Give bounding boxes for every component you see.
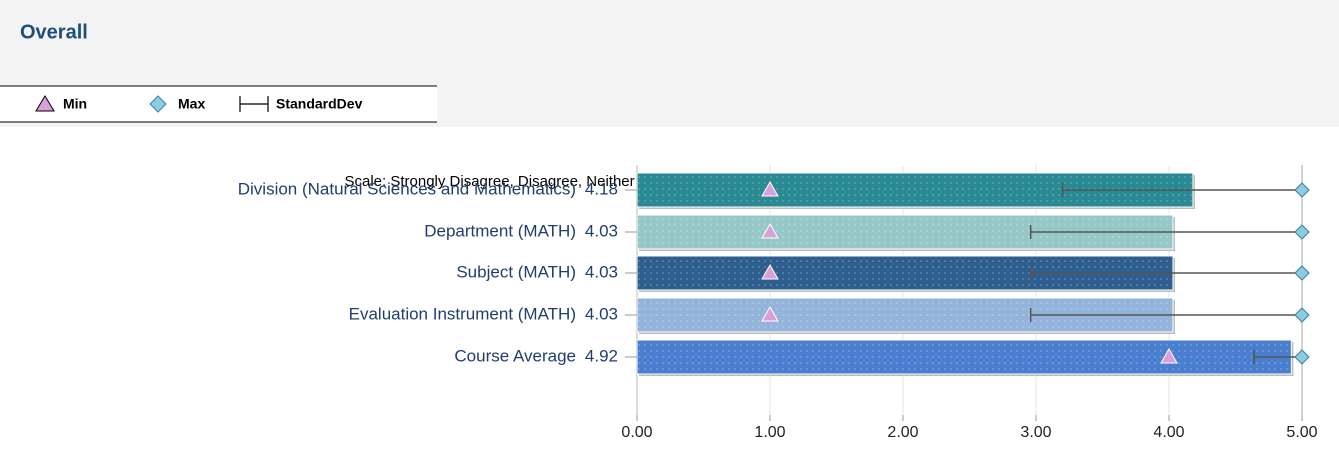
min-marker <box>1160 347 1178 364</box>
std-dev-bar <box>1253 350 1303 364</box>
category-label: Division (Natural Sciences and Mathemati… <box>238 179 576 198</box>
std-dev-bar <box>1029 308 1303 322</box>
x-tick-label: 0.00 <box>621 424 652 441</box>
x-tick-label: 1.00 <box>754 424 785 441</box>
legend-swatch <box>149 95 167 113</box>
legend-swatch <box>239 96 269 112</box>
category-label: Department (MATH) <box>424 221 576 240</box>
category-label: Subject (MATH) <box>456 262 576 281</box>
value-label: 4.18 <box>585 179 618 198</box>
max-marker <box>1294 349 1310 365</box>
legend: Min Max StandardDev <box>35 95 363 113</box>
std-dev-bar <box>1029 266 1303 280</box>
min-marker <box>761 180 779 197</box>
legend-label: Max <box>178 96 205 112</box>
plot <box>637 172 1303 376</box>
max-marker <box>1294 182 1310 198</box>
value-label: 4.92 <box>585 346 618 365</box>
bar-texture <box>637 340 1292 374</box>
max-marker <box>1294 265 1310 281</box>
min-marker <box>761 222 779 239</box>
std-dev-bar <box>1061 183 1303 197</box>
std-dev-bar <box>1029 225 1303 239</box>
x-tick-label: 2.00 <box>887 424 918 441</box>
x-tick-label: 5.00 <box>1286 424 1317 441</box>
category-label: Course Average <box>454 346 576 365</box>
x-tick-label: 3.00 <box>1020 424 1051 441</box>
value-label: 4.03 <box>585 262 618 281</box>
min-marker <box>761 263 779 280</box>
value-label: 4.03 <box>585 221 618 240</box>
category-label: Evaluation Instrument (MATH) <box>349 304 576 323</box>
value-label: 4.03 <box>585 304 618 323</box>
min-marker <box>761 305 779 322</box>
legend-label: Min <box>63 96 87 112</box>
chart-title: Overall <box>20 21 88 43</box>
legend-label: StandardDev <box>276 96 363 112</box>
legend-box <box>0 86 437 122</box>
max-marker <box>1294 307 1310 323</box>
max-marker <box>1294 224 1310 240</box>
legend-swatch <box>35 95 55 112</box>
x-tick-label: 4.00 <box>1153 424 1184 441</box>
